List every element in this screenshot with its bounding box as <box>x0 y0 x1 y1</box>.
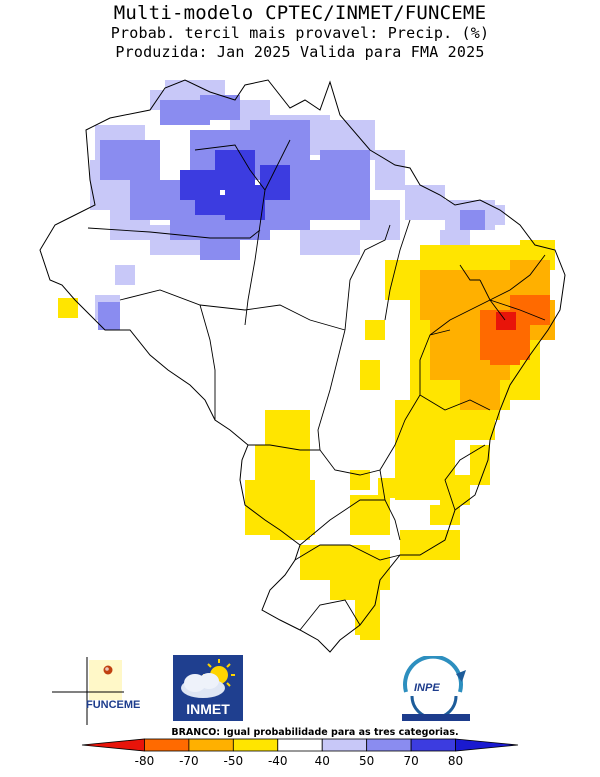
above-40-cell <box>165 80 225 95</box>
inmet-emblem <box>173 655 243 721</box>
inpe-logo: INPE <box>398 654 474 722</box>
inmet-logo: INMET <box>173 655 243 721</box>
funceme-emblem <box>52 657 124 725</box>
legend-color-segment <box>81 738 145 752</box>
legend-tick-label: 80 <box>447 754 464 768</box>
below-40-cell <box>300 545 370 580</box>
legend-tick-label: 40 <box>314 754 330 768</box>
below-40-cell <box>365 320 385 340</box>
legend-color-segment <box>277 738 323 752</box>
probability-cells <box>58 80 555 640</box>
legend-color-segment <box>188 738 234 752</box>
legend-color-segment <box>455 738 519 752</box>
below-40-cell <box>350 495 390 535</box>
below-40-cell <box>378 478 398 498</box>
below-40-cell <box>255 445 310 480</box>
inpe-emblem <box>402 654 470 721</box>
legend-color-segment <box>232 738 279 752</box>
funceme-label: FUNCEME <box>86 699 141 711</box>
below-40-cell <box>265 410 310 445</box>
above-50-cell <box>460 210 485 230</box>
above-50-cell <box>100 140 160 180</box>
brazil-outline <box>39 79 566 653</box>
above-40-cell <box>115 265 135 285</box>
inpe-label: INPE <box>414 682 440 694</box>
below-40-cell <box>430 505 460 525</box>
below-40-cell <box>365 550 390 590</box>
below-40-cell <box>350 470 370 490</box>
below-40-cell <box>470 445 490 485</box>
above-50-cell <box>340 180 370 220</box>
map-validity: Produzida: Jan 2025 Valida para FMA 2025 <box>115 43 485 61</box>
above-70-cell <box>195 195 225 215</box>
above-40-cell <box>375 150 405 190</box>
above-50-cell <box>98 302 120 330</box>
legend-color-segment <box>321 738 368 752</box>
map-subtitle: Probab. tercil mais provavel: Precip. (%… <box>110 24 490 42</box>
legend-color-segment <box>366 738 412 752</box>
header: Multi-modelo CPTEC/INMET/FUNCEME Probab.… <box>0 0 600 61</box>
legend-color-segment <box>144 738 190 752</box>
legend-tick-label: 50 <box>359 754 375 768</box>
below-40-cell <box>355 600 370 635</box>
below-40-cell <box>440 475 470 505</box>
below-80-cell <box>496 312 516 330</box>
legend-color-segment <box>410 738 456 752</box>
legend-note: BRANCO: Igual probabilidade para as tres… <box>171 727 459 738</box>
above-50-cell <box>200 240 240 260</box>
legend-tick-label: -80 <box>134 754 155 768</box>
above-50-cell <box>200 95 240 120</box>
above-70-cell <box>215 150 255 190</box>
above-40-cell <box>300 230 360 255</box>
above-70-cell <box>225 185 265 220</box>
legend-tick-label: -40 <box>267 754 288 768</box>
color-legend <box>81 738 519 752</box>
funceme-logo: FUNCEME <box>52 657 147 727</box>
state-borders <box>87 139 546 631</box>
below-70-cell <box>490 340 520 365</box>
below-40-cell <box>360 360 380 390</box>
below-40-cell <box>58 298 78 318</box>
above-40-cell <box>405 185 445 220</box>
map-title: Multi-modelo CPTEC/INMET/FUNCEME <box>113 2 487 24</box>
legend-tick-label: 70 <box>403 754 419 768</box>
below-40-cell <box>270 520 310 540</box>
below-70-cell <box>510 295 550 325</box>
legend-tick-label: -50 <box>223 754 244 768</box>
inmet-label: INMET <box>186 701 230 717</box>
legend-tick-label: -70 <box>179 754 199 768</box>
